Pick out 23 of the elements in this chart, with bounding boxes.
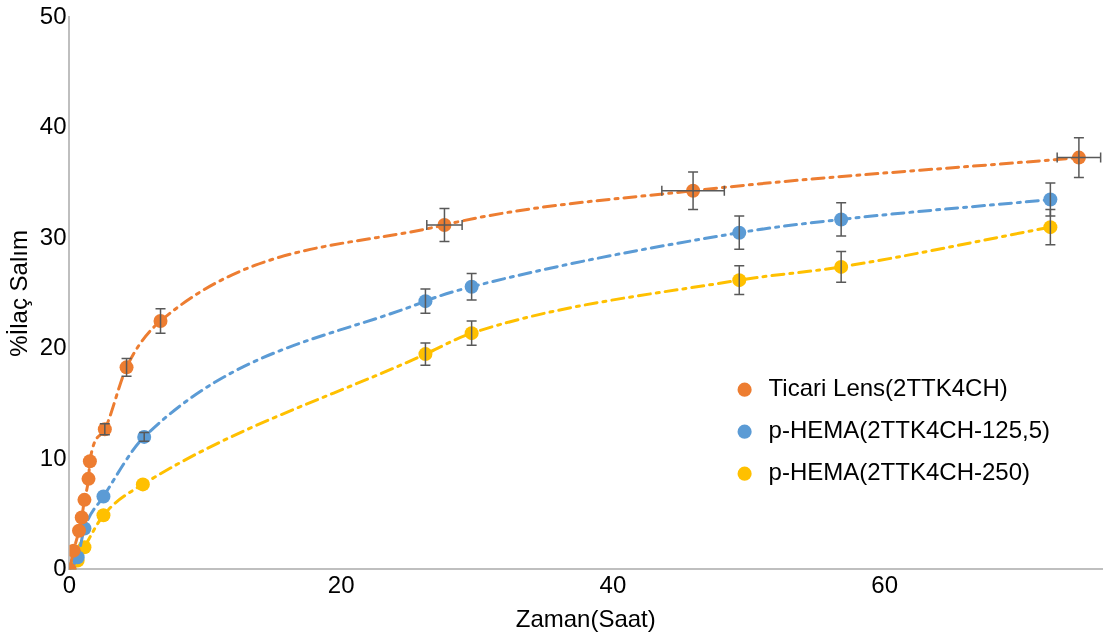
point	[81, 471, 96, 486]
x-tick-label: 20	[327, 571, 355, 599]
point	[72, 523, 87, 538]
y-tick-label: 20	[39, 333, 67, 361]
point	[1043, 220, 1058, 235]
legend-label: p-HEMA(2TTK4CH-125,5)	[768, 416, 1050, 444]
y-tick-label: 50	[39, 2, 67, 30]
x-tick-label: 40	[599, 571, 627, 599]
point	[74, 510, 89, 525]
y-tick-label: 40	[39, 112, 67, 140]
x-tick-label: 60	[871, 571, 898, 599]
legend-label: Ticari Lens(2TTK4CH)	[768, 374, 1008, 402]
legend-label: p-HEMA(2TTK4CH-250)	[768, 458, 1030, 486]
point	[82, 454, 97, 469]
y-axis-title: %İlaç Salım	[5, 230, 33, 357]
point	[96, 489, 111, 504]
point	[77, 492, 92, 507]
y-tick-label: 10	[39, 443, 67, 471]
y-tick-label: 30	[39, 222, 67, 250]
x-axis-title: Zaman(Saat)	[515, 605, 656, 633]
point	[96, 508, 111, 523]
point	[135, 477, 150, 492]
point	[732, 273, 747, 288]
